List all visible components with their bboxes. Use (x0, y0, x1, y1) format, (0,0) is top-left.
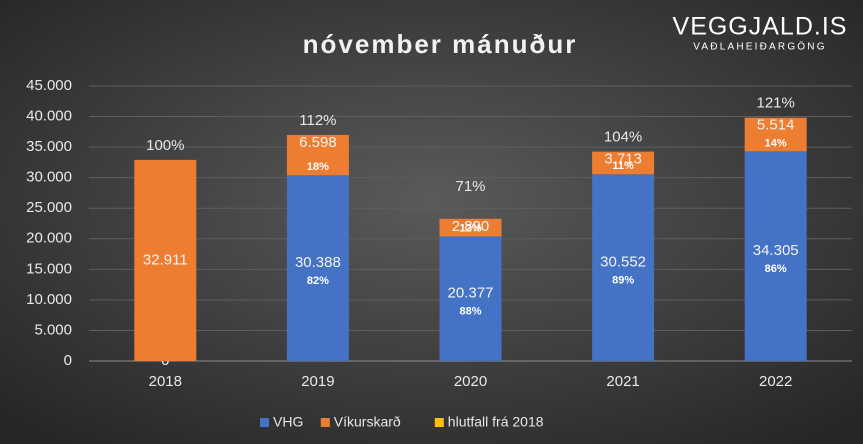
x-tick-label: 2020 (454, 373, 487, 390)
bar-segment (744, 117, 807, 152)
share-label: 82% (307, 275, 329, 287)
bar-segment (439, 236, 502, 361)
bar-segment (286, 134, 349, 176)
chart-title: nóvember mánuður (303, 29, 578, 59)
legend-label: Víkurskarð (334, 414, 401, 430)
value-label: 3.713 (604, 151, 642, 168)
y-tick-label: 5.000 (34, 321, 72, 338)
ratio-label: 112% (299, 112, 336, 129)
value-label: 32.911 (143, 251, 188, 268)
y-tick-label: 0 (64, 352, 72, 369)
ratio-label: 121% (757, 95, 795, 112)
share-label: 88% (459, 306, 481, 318)
value-label: 30.552 (600, 254, 646, 271)
value-label: 5.514 (757, 117, 795, 134)
y-tick-label: 30.000 (26, 169, 72, 186)
share-label: 86% (765, 263, 787, 275)
legend-label: VHG (273, 414, 303, 430)
y-tick-label: 40.000 (26, 108, 72, 125)
legend-label: hlutfall frá 2018 (448, 414, 544, 430)
bar-segment (592, 174, 655, 361)
y-tick-label: 35.000 (26, 138, 72, 155)
share-label: 14% (765, 137, 787, 149)
bar-segment (744, 151, 807, 361)
x-tick-label: 2019 (301, 373, 334, 390)
ratio-label: 104% (604, 129, 642, 146)
value-label: 34.305 (753, 242, 799, 259)
value-label: 2.890 (452, 218, 490, 235)
bar-segment (439, 218, 502, 237)
ratio-label: 100% (146, 137, 184, 154)
y-tick-label: 25.000 (26, 199, 72, 216)
logo: VEGGJALD.IS (673, 13, 848, 41)
share-label: 89% (612, 275, 634, 287)
share-label: 12% (459, 222, 481, 234)
bar-segment (286, 175, 349, 361)
legend-swatch (320, 418, 330, 427)
legend-swatch (434, 418, 444, 427)
legend-swatch (260, 418, 269, 427)
y-tick-label: 15.000 (26, 260, 72, 277)
x-tick-label: 2022 (759, 373, 792, 390)
bar-segment (134, 159, 197, 361)
y-tick-label: 20.000 (26, 230, 72, 247)
value-label: 30.388 (295, 254, 341, 271)
value-label: 20.377 (448, 285, 494, 302)
ratio-label: 71% (455, 178, 485, 195)
share-label: 11% (612, 160, 634, 172)
share-label: 18% (307, 161, 329, 173)
logo-subtitle: VAÐLAHEIÐARGÖNG (693, 41, 826, 53)
value-label: 6.598 (299, 134, 337, 151)
bar-segment (592, 151, 655, 175)
x-tick-label: 2021 (606, 373, 639, 390)
y-tick-label: 45.000 (26, 77, 72, 94)
y-tick-label: 10.000 (26, 291, 72, 308)
x-tick-label: 2018 (149, 373, 182, 390)
